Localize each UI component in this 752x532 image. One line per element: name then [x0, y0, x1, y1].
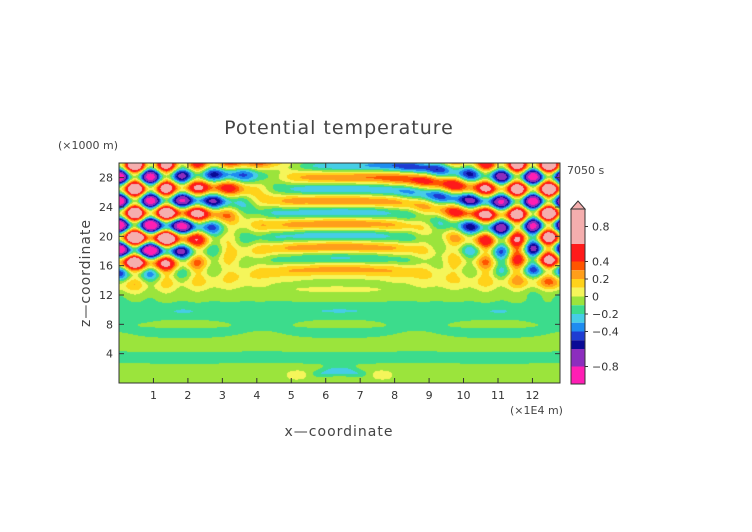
colorbar-swatch	[571, 349, 585, 367]
colorbar-swatch	[571, 296, 585, 306]
y-tick-label: 8	[106, 318, 113, 331]
x-axis-label: x—coordinate	[285, 424, 394, 440]
colorbar-swatch	[571, 270, 585, 279]
x-tick-label: 7	[357, 389, 364, 402]
y-tick-label: 20	[99, 230, 113, 243]
colorbar-swatch	[571, 305, 585, 314]
colorbar-tick-label: −0.4	[592, 326, 619, 339]
plot-frame	[118, 162, 561, 384]
y-tick-label: 12	[99, 289, 113, 302]
y-tick-label: 16	[99, 260, 113, 273]
x-tick-label: 6	[322, 389, 329, 402]
x-axis: 1 2 3 4 5 6 7 8 9 10 11 12	[150, 163, 539, 402]
colorbar-swatch	[571, 209, 585, 244]
x-tick-label: 3	[219, 389, 226, 402]
colorbar-overflow-arrow	[569, 200, 587, 210]
chart-title: Potential temperature	[224, 117, 454, 139]
x-tick-label: 2	[184, 389, 191, 402]
colorbar-swatch	[571, 279, 585, 288]
colorbar-tick-label: −0.8	[592, 361, 619, 374]
heatmap-field	[119, 163, 560, 383]
x-unit-label: (×1E4 m)	[510, 404, 563, 417]
x-tick-label: 5	[288, 389, 295, 402]
y-tick-label: 28	[99, 172, 113, 185]
x-tick-label: 12	[525, 389, 539, 402]
colorbar-swatch	[571, 314, 585, 323]
time-label: 7050 s	[567, 164, 604, 177]
x-tick-label: 1	[150, 389, 157, 402]
colorbar-tick-label: 0	[592, 291, 599, 304]
colorbar-swatch	[571, 322, 585, 332]
colorbar-tick-label: −0.2	[592, 308, 619, 321]
colorbar-swatch	[571, 287, 585, 297]
x-tick-label: 8	[391, 389, 398, 402]
colorbar-swatch	[571, 331, 585, 341]
y-tick-label: 24	[99, 201, 113, 214]
x-tick-label: 9	[426, 389, 433, 402]
colorbar-swatch	[571, 366, 585, 384]
colorbar-swatch	[571, 261, 585, 271]
x-tick-label: 11	[491, 389, 505, 402]
x-tick-label: 4	[253, 389, 260, 402]
y-tick-label: 4	[106, 348, 113, 361]
colorbar: 0.8 0.4 0.2 0 −0.2 −0.4 −0.8	[569, 200, 619, 385]
colorbar-swatch	[571, 244, 585, 262]
colorbar-tick-label: 0.8	[592, 221, 610, 234]
colorbar-tick-label: 0.2	[592, 273, 610, 286]
colorbar-swatch	[571, 340, 585, 349]
y-axis: 4 8 12 16 20 24 28	[99, 172, 560, 361]
y-axis-label: z—coordinate	[78, 219, 94, 327]
x-tick-label: 10	[457, 389, 471, 402]
y-unit-label: (×1000 m)	[58, 139, 118, 152]
colorbar-tick-label: 0.4	[592, 256, 610, 269]
